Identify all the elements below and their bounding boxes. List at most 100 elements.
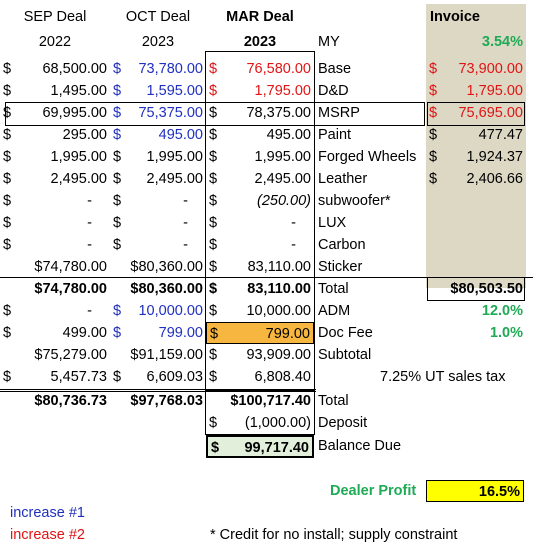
row-label: Carbon [318,237,366,253]
legend-increase-1: increase #1 [10,505,85,521]
adm-label: ADM [318,303,351,319]
total2-mar: $100,717.40 [230,393,311,409]
docfee-highlight: $799.00 [206,322,314,344]
currency-symbol: $ [209,127,218,143]
currency-symbol: $ [429,83,438,99]
adm-mar: 10,000.00 [246,303,311,319]
currency-symbol: $ [429,127,438,143]
row-sep-value: - [87,215,92,231]
currency-symbol: $ [209,193,218,209]
row-invoice-value: 75,695.00 [458,105,523,121]
currency-symbol: $ [429,149,438,165]
currency-symbol: $ [209,171,218,187]
row-invoice-value: 73,900.00 [458,61,523,77]
row-label: Forged Wheels [318,149,417,165]
balance-mar: 99,717.40 [244,440,309,456]
credit-footnote: * Credit for no install; supply constrai… [210,527,458,543]
row-sep-value: - [87,237,92,253]
docfee-label: Doc Fee [318,325,373,341]
my-label: MY [318,34,340,50]
tax-oct: 6,609.03 [146,369,203,385]
currency-symbol: $ [113,127,122,143]
currency-symbol: $ [3,61,12,77]
sep-year: 2022 [38,34,72,50]
currency-symbol: $ [3,369,12,385]
subtotal-oct: $91,159.00 [130,347,203,363]
currency-symbol: $ [209,369,218,385]
row-mar-value: 2,495.00 [254,171,311,187]
currency-symbol: $ [211,440,220,456]
currency-symbol: $ [3,171,12,187]
row-sep-value: - [87,193,92,209]
row-mar-value: 83,110.00 [247,259,311,275]
mar-deal-header: MAR Deal [226,9,294,25]
currency-symbol: $ [209,83,218,99]
tax-sep: 5,457.73 [50,369,107,385]
invoice-total-border [427,277,525,301]
row-mar-value: - [291,215,296,231]
dealer-profit-value: 16.5% [426,480,524,502]
row-oct-value: - [183,193,188,209]
deposit-mar: (1,000.00) [244,415,311,431]
row-invoice-value: 1,795.00 [466,83,523,99]
invoice-column-background [426,4,526,288]
row-sep-value: 68,500.00 [42,61,107,77]
row-oct-value: 1,595.00 [146,83,203,99]
row-invoice-value: 2,406.66 [466,171,523,187]
currency-symbol: $ [3,215,12,231]
row-invoice-value: 477.47 [478,127,523,143]
currency-symbol: $ [113,369,122,385]
row-label: MSRP [318,105,360,121]
row-mar-value: 495.00 [266,127,311,143]
grand-total-double-line [0,391,316,392]
total2-oct: $97,768.03 [130,393,203,409]
currency-symbol: $ [209,149,218,165]
balance-due-box: $99,717.40 [206,435,314,458]
row-oct-value: 75,375.00 [138,105,203,121]
msrp-invoice-border [427,102,525,126]
currency-symbol: $ [209,237,218,253]
row-sep-value: 295.00 [62,127,107,143]
total2-label: Total [318,393,349,409]
currency-symbol: $ [3,105,12,121]
docfee-percent: 1.0% [489,325,523,341]
currency-symbol: $ [209,281,218,297]
total1-oct: $80,360.00 [130,281,203,297]
currency-symbol: $ [113,105,122,121]
tax-note: 7.25% UT sales tax [380,369,506,385]
currency-symbol: $ [3,325,12,341]
row-sep-value: 2,495.00 [50,171,107,187]
currency-symbol: $ [113,149,122,165]
row-mar-value: 1,995.00 [254,149,311,165]
legend-increase-2: increase #2 [10,527,85,543]
oct-deal-header: OCT Deal [125,9,191,25]
msrp-row-border [5,102,425,126]
sep-deal-header: SEP Deal [23,9,87,25]
currency-symbol: $ [3,303,12,319]
row-label: Leather [318,171,368,187]
currency-symbol: $ [209,215,218,231]
currency-symbol: $ [209,105,218,121]
currency-symbol: $ [113,237,122,253]
total1-invoice: $80,503.50 [450,281,523,297]
row-sep-value: $74,780.00 [34,259,107,275]
currency-symbol: $ [3,193,12,209]
total-line [0,277,533,278]
row-oct-value: 73,780.00 [138,61,203,77]
row-oct-value: 1,995.00 [146,149,203,165]
deposit-label: Deposit [318,415,368,431]
row-label: Sticker [318,259,363,275]
adm-percent: 12.0% [481,303,523,319]
currency-symbol: $ [210,326,219,342]
adm-oct: 10,000.00 [138,303,203,319]
subtotal-mar: 93,909.00 [246,347,311,363]
row-label: Paint [318,127,352,143]
my-percent: 3.54% [481,34,523,50]
currency-symbol: $ [209,61,218,77]
total2-sep: $80,736.73 [34,393,107,409]
row-label: D&D [318,83,349,99]
docfee-mar: 799.00 [265,326,310,342]
tax-mar: 6,808.40 [254,369,311,385]
row-label: subwoofer* [318,193,391,209]
